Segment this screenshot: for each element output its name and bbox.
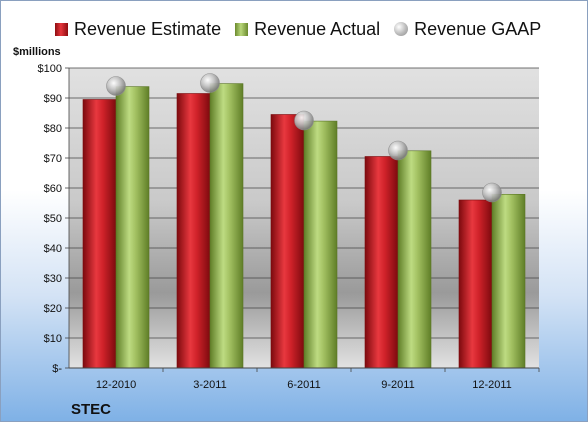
y-tick-label-0: $- xyxy=(52,363,62,375)
y-tick-label-4: $40 xyxy=(44,243,62,255)
x-tick-label-12-2010: 12-2010 xyxy=(96,379,136,391)
bar-revenue-estimate-3-2011 xyxy=(176,93,211,369)
marker-revenue-gaap-12-2010 xyxy=(106,76,126,96)
y-axis-unit-label: $millions xyxy=(13,46,61,58)
legend-label-revenue-gaap: Revenue GAAP xyxy=(414,18,542,39)
x-tick-label-12-2011: 12-2011 xyxy=(472,379,512,391)
bar-revenue-actual-9-2011 xyxy=(397,150,432,369)
y-tick-label-2: $20 xyxy=(44,303,62,315)
bar-revenue-actual-3-2011 xyxy=(209,83,244,369)
bar-revenue-estimate-9-2011 xyxy=(364,156,399,369)
y-tick-label-3: $30 xyxy=(44,273,62,285)
company-name: STEC xyxy=(71,401,112,418)
bar-revenue-estimate-12-2011 xyxy=(458,199,493,369)
legend-label-revenue-estimate: Revenue Estimate xyxy=(74,18,222,39)
legend-swatch-revenue-gaap xyxy=(394,22,409,36)
y-tick-label-8: $80 xyxy=(44,123,62,135)
legend-item-revenue-actual: Revenue Actual xyxy=(235,19,380,40)
bar-revenue-actual-12-2010 xyxy=(115,86,150,369)
y-tick-label-6: $60 xyxy=(44,183,62,195)
y-tick-label-5: $50 xyxy=(44,213,62,225)
y-tick-label-1: $10 xyxy=(44,333,62,345)
marker-revenue-gaap-9-2011 xyxy=(388,140,408,161)
x-tick-label-9-2011: 9-2011 xyxy=(381,379,414,391)
marker-revenue-gaap-6-2011 xyxy=(294,110,314,131)
x-tick-label-6-2011: 6-2011 xyxy=(287,379,320,391)
bar-revenue-actual-6-2011 xyxy=(303,120,338,369)
legend-swatch-revenue-actual xyxy=(235,22,249,36)
y-tick-label-9: $90 xyxy=(44,93,62,105)
y-tick-label-7: $70 xyxy=(44,153,62,165)
legend: Revenue Estimate Revenue Actual Revenue … xyxy=(55,17,541,41)
y-tick-label-10: $100 xyxy=(38,63,62,75)
legend-label-revenue-actual: Revenue Actual xyxy=(254,18,381,39)
x-tick-label-3-2011: 3-2011 xyxy=(193,379,226,391)
legend-item-revenue-estimate: Revenue Estimate xyxy=(55,19,221,40)
marker-revenue-gaap-3-2011 xyxy=(200,73,220,93)
bar-revenue-estimate-6-2011 xyxy=(270,114,305,369)
legend-swatch-revenue-estimate xyxy=(55,22,68,36)
marker-revenue-gaap-12-2011 xyxy=(482,182,502,203)
bar-revenue-estimate-12-2010 xyxy=(82,99,117,369)
bar-revenue-actual-12-2011 xyxy=(491,194,526,369)
legend-item-revenue-gaap: Revenue GAAP xyxy=(394,19,541,40)
